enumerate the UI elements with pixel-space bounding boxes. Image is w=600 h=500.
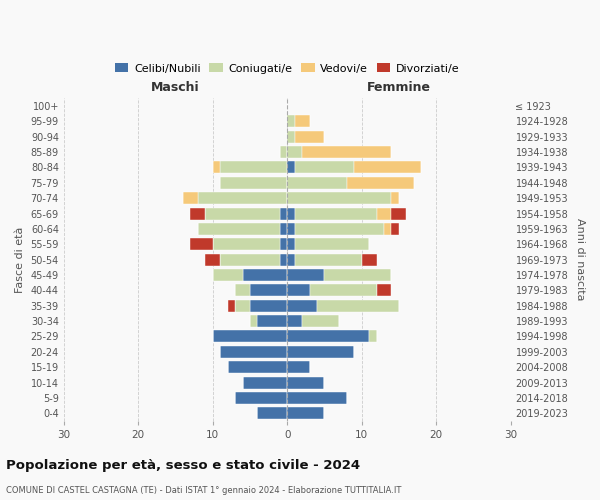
Bar	[190, 238, 213, 250]
Bar	[310, 284, 377, 296]
Bar	[287, 315, 302, 327]
Bar	[391, 208, 406, 220]
Bar	[354, 162, 421, 173]
Bar	[325, 269, 391, 281]
Bar	[287, 192, 391, 204]
Bar	[287, 131, 295, 142]
Bar	[280, 223, 287, 235]
Bar	[287, 162, 295, 173]
Text: Femmine: Femmine	[367, 80, 431, 94]
Bar	[235, 284, 250, 296]
Bar	[257, 315, 287, 327]
Y-axis label: Fasce di età: Fasce di età	[15, 226, 25, 293]
Bar	[287, 116, 295, 128]
Bar	[287, 238, 295, 250]
Bar	[287, 300, 317, 312]
Bar	[205, 254, 220, 266]
Bar	[377, 208, 391, 220]
Bar	[295, 116, 310, 128]
Text: COMUNE DI CASTEL CASTAGNA (TE) - Dati ISTAT 1° gennaio 2024 - Elaborazione TUTTI: COMUNE DI CASTEL CASTAGNA (TE) - Dati IS…	[6, 486, 401, 495]
Bar	[317, 300, 399, 312]
Bar	[213, 330, 287, 342]
Bar	[190, 208, 205, 220]
Bar	[235, 392, 287, 404]
Bar	[227, 361, 287, 373]
Bar	[295, 131, 325, 142]
Bar	[213, 269, 242, 281]
Bar	[295, 208, 377, 220]
Bar	[295, 254, 362, 266]
Bar	[287, 208, 295, 220]
Bar	[287, 361, 310, 373]
Bar	[227, 300, 235, 312]
Bar	[250, 284, 287, 296]
Bar	[205, 208, 280, 220]
Bar	[287, 392, 347, 404]
Bar	[347, 177, 414, 189]
Bar	[391, 223, 399, 235]
Bar	[242, 269, 287, 281]
Y-axis label: Anni di nascita: Anni di nascita	[575, 218, 585, 301]
Bar	[362, 254, 377, 266]
Text: Popolazione per età, sesso e stato civile - 2024: Popolazione per età, sesso e stato civil…	[6, 460, 360, 472]
Bar	[213, 162, 220, 173]
Bar	[213, 238, 280, 250]
Bar	[295, 162, 354, 173]
Legend: Celibi/Nubili, Coniugati/e, Vedovi/e, Divorziati/e: Celibi/Nubili, Coniugati/e, Vedovi/e, Di…	[110, 58, 464, 78]
Bar	[287, 376, 325, 388]
Bar	[220, 254, 280, 266]
Bar	[220, 162, 287, 173]
Bar	[280, 254, 287, 266]
Bar	[198, 192, 287, 204]
Bar	[287, 269, 325, 281]
Bar	[183, 192, 198, 204]
Bar	[235, 300, 250, 312]
Bar	[280, 146, 287, 158]
Bar	[369, 330, 377, 342]
Bar	[220, 346, 287, 358]
Bar	[287, 223, 295, 235]
Bar	[220, 177, 287, 189]
Bar	[384, 223, 391, 235]
Bar	[391, 192, 399, 204]
Bar	[287, 346, 354, 358]
Bar	[242, 376, 287, 388]
Bar	[295, 238, 369, 250]
Bar	[287, 146, 302, 158]
Bar	[287, 284, 310, 296]
Bar	[250, 300, 287, 312]
Bar	[198, 223, 280, 235]
Bar	[287, 254, 295, 266]
Bar	[377, 284, 391, 296]
Bar	[287, 408, 325, 420]
Bar	[287, 177, 347, 189]
Bar	[257, 408, 287, 420]
Bar	[302, 146, 391, 158]
Bar	[302, 315, 340, 327]
Bar	[280, 238, 287, 250]
Text: Maschi: Maschi	[151, 80, 200, 94]
Bar	[280, 208, 287, 220]
Bar	[287, 330, 369, 342]
Bar	[295, 223, 384, 235]
Bar	[250, 315, 257, 327]
